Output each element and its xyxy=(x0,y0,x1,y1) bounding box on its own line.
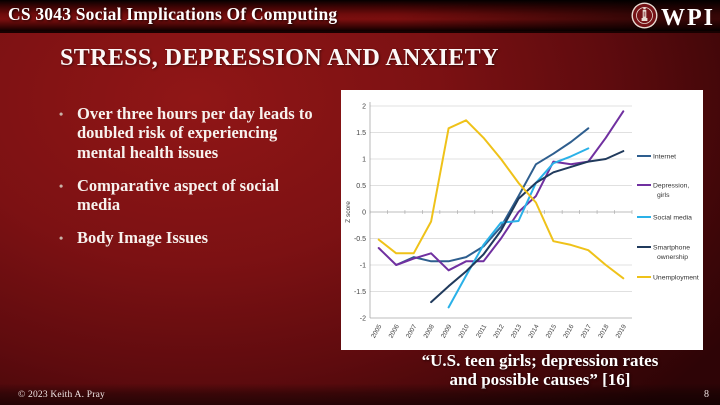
svg-text:2016: 2016 xyxy=(562,323,575,339)
wpi-logo-text: WPI xyxy=(661,5,715,31)
svg-text:Z score: Z score xyxy=(345,201,352,223)
bullet-icon: • xyxy=(59,231,64,246)
bullet-text: Body Image Issues xyxy=(77,228,209,248)
svg-text:1: 1 xyxy=(362,156,366,163)
legend-label: Depression, xyxy=(653,183,689,190)
bullet-text: Comparative aspect of social media xyxy=(77,175,280,215)
svg-text:2017: 2017 xyxy=(580,323,593,339)
svg-text:2009: 2009 xyxy=(440,323,453,339)
course-title: CS 3043 Social Implications Of Computing xyxy=(8,4,338,24)
svg-text:2019: 2019 xyxy=(615,323,628,339)
svg-text:2018: 2018 xyxy=(597,323,610,339)
chart-panel: -2 -1.5 -1 -0.5 0 0.5 1 1.5 2 Z score 2005 2006 2007… xyxy=(341,90,703,350)
legend-label: Internet xyxy=(653,154,676,161)
svg-text:0.5: 0.5 xyxy=(356,183,366,190)
footer-band xyxy=(0,384,720,405)
svg-text:2015: 2015 xyxy=(545,323,558,339)
page-number: 8 xyxy=(704,389,709,400)
svg-text:2006: 2006 xyxy=(388,323,401,339)
series-line xyxy=(430,150,625,304)
svg-text:-1: -1 xyxy=(360,262,366,269)
legend-label: girls xyxy=(657,192,670,199)
svg-text:-2: -2 xyxy=(360,315,366,322)
legend-label: Social media xyxy=(653,215,692,222)
svg-text:2: 2 xyxy=(362,103,366,110)
bullet-item: • Over three hours per day leads to double… xyxy=(59,104,359,162)
bullet-item: • Comparative aspect of social media xyxy=(59,176,359,215)
svg-text:-1.5: -1.5 xyxy=(354,289,366,296)
legend-label: Unemployment xyxy=(653,275,699,282)
legend-label: ownership xyxy=(657,254,688,261)
svg-text:2005: 2005 xyxy=(370,323,383,339)
svg-text:0: 0 xyxy=(362,209,366,216)
svg-text:2007: 2007 xyxy=(405,323,418,339)
series-line xyxy=(377,119,625,280)
wpi-logo: WPI xyxy=(631,2,715,34)
bullet-text: Over three hours per day leads to doubled… xyxy=(77,104,313,162)
header-bar: CS 3043 Social Implications Of Computing… xyxy=(0,0,720,33)
svg-text:2014: 2014 xyxy=(527,323,540,339)
wpi-seal-icon xyxy=(631,2,658,34)
svg-text:2010: 2010 xyxy=(458,323,471,339)
bullet-item: • Body Image Issues xyxy=(59,228,359,247)
svg-text:2008: 2008 xyxy=(423,323,436,339)
svg-text:2012: 2012 xyxy=(492,323,505,339)
slide-title: STRESS, DEPRESSION AND ANXIETY xyxy=(60,45,499,71)
svg-text:-0.5: -0.5 xyxy=(354,236,366,243)
series-line xyxy=(377,110,625,272)
legend-label: Smartphone xyxy=(653,245,690,252)
bullet-icon: • xyxy=(59,178,64,193)
series-line xyxy=(395,127,590,266)
series-line xyxy=(447,147,590,309)
svg-text:1.5: 1.5 xyxy=(356,130,366,137)
bullet-icon: • xyxy=(59,107,64,121)
copyright-text: © 2023 Keith A. Pray xyxy=(18,390,105,400)
svg-text:2011: 2011 xyxy=(475,323,488,339)
depression-causes-line-chart: -2 -1.5 -1 -0.5 0 0.5 1 1.5 2 Z score 2005 2006 2007… xyxy=(345,102,699,340)
bullet-list: • Over three hours per day leads to double… xyxy=(59,104,359,262)
svg-text:2013: 2013 xyxy=(510,323,523,339)
caption-line-1: “U.S. teen girls; depression rates xyxy=(421,351,659,370)
